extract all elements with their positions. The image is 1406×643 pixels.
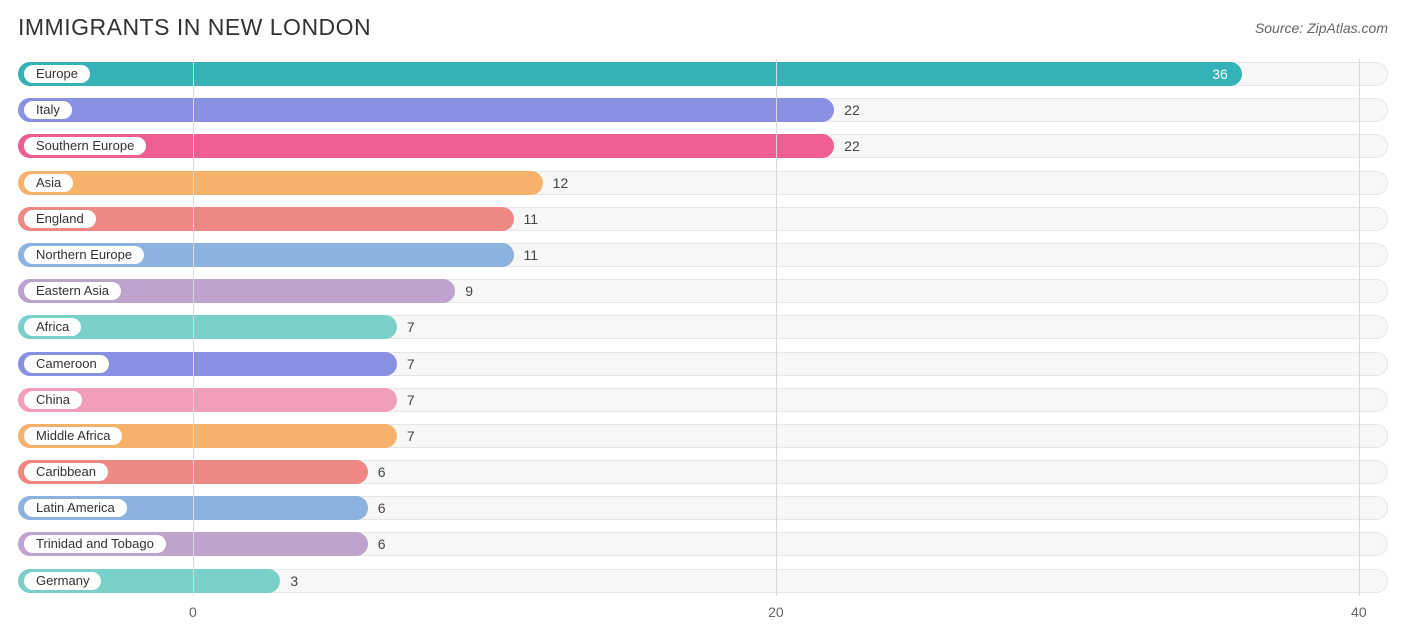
bar-row: Southern Europe 22 [18, 131, 1388, 161]
chart-source: Source: ZipAtlas.com [1255, 20, 1388, 36]
bar-value-label: 3 [290, 569, 298, 593]
bar-category-pill: Europe [24, 65, 90, 83]
bars-group: Europe36Italy22Southern Europe22Asia12En… [18, 59, 1388, 596]
bar-row: Eastern Asia 9 [18, 276, 1388, 306]
bar-row: Italy 22 [18, 95, 1388, 125]
bar-category-pill: England [24, 210, 96, 228]
chart-title: IMMIGRANTS IN NEW LONDON [18, 14, 371, 41]
bar [18, 62, 1242, 86]
bar-value-label: 6 [378, 460, 386, 484]
bar-row: Latin America 6 [18, 493, 1388, 523]
bar-category-pill: Africa [24, 318, 81, 336]
bar-row: Northern Europe 11 [18, 240, 1388, 270]
bar-category-pill: Southern Europe [24, 137, 146, 155]
bar-category-pill: Asia [24, 174, 73, 192]
bar-row: Germany 3 [18, 566, 1388, 596]
bar-value-label: 6 [378, 496, 386, 520]
bar-category-pill: Cameroon [24, 355, 109, 373]
bar-category-pill: Caribbean [24, 463, 108, 481]
gridline [776, 59, 777, 596]
bar-row: Middle Africa 7 [18, 421, 1388, 451]
gridline [1359, 59, 1360, 596]
bar-value-label: 7 [407, 388, 415, 412]
x-tick-label: 40 [1351, 604, 1367, 620]
bar-value-label: 11 [524, 243, 539, 267]
bar-category-pill: Middle Africa [24, 427, 122, 445]
bar-row: Asia 12 [18, 168, 1388, 198]
bar-value-label: 7 [407, 424, 415, 448]
chart-area: Europe36Italy22Southern Europe22Asia12En… [18, 59, 1388, 596]
bar-row: Trinidad and Tobago 6 [18, 529, 1388, 559]
bar-category-pill: Italy [24, 101, 72, 119]
bar-value-label: 9 [465, 279, 473, 303]
bar-value-label: 12 [553, 171, 569, 195]
bar [18, 171, 543, 195]
x-tick-label: 0 [189, 604, 197, 620]
bar-value-label: 22 [844, 98, 860, 122]
bar-value-label: 36 [1212, 62, 1228, 86]
bar-category-pill: Northern Europe [24, 246, 144, 264]
bar-category-pill: Germany [24, 572, 101, 590]
bar-row: Cameroon 7 [18, 349, 1388, 379]
header: IMMIGRANTS IN NEW LONDON Source: ZipAtla… [18, 14, 1388, 41]
bar-row: Caribbean 6 [18, 457, 1388, 487]
x-tick-label: 20 [768, 604, 784, 620]
bar-category-pill: Trinidad and Tobago [24, 535, 166, 553]
bar-value-label: 6 [378, 532, 386, 556]
bar-value-label: 11 [524, 207, 539, 231]
bar-category-pill: Eastern Asia [24, 282, 121, 300]
bar-value-label: 22 [844, 134, 860, 158]
bar-value-label: 7 [407, 352, 415, 376]
bar-category-pill: Latin America [24, 499, 127, 517]
bar-row: Africa 7 [18, 312, 1388, 342]
bar-row: China 7 [18, 385, 1388, 415]
gridline [193, 59, 194, 596]
bar-row: England 11 [18, 204, 1388, 234]
bar-row: Europe 36 [18, 59, 1388, 89]
chart-container: IMMIGRANTS IN NEW LONDON Source: ZipAtla… [0, 0, 1406, 643]
bar [18, 98, 834, 122]
bar-category-pill: China [24, 391, 82, 409]
bar-value-label: 7 [407, 315, 415, 339]
